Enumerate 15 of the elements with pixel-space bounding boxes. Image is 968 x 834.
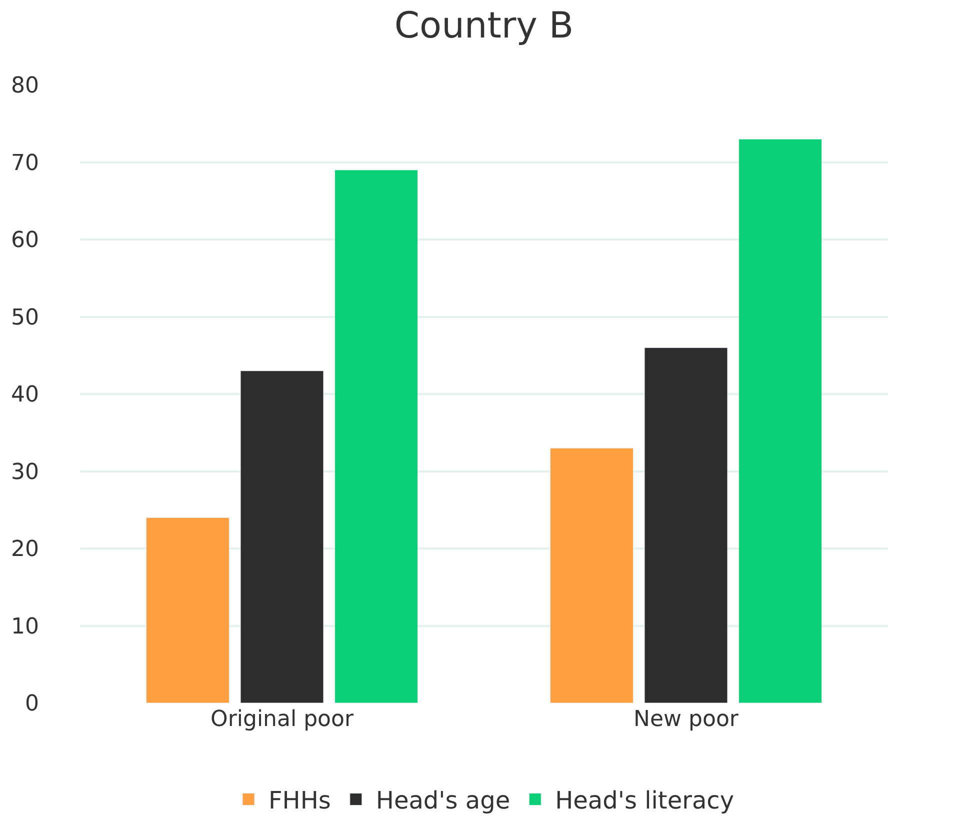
y-tick-label: 0 (25, 692, 39, 717)
y-tick-label: 60 (11, 228, 39, 254)
x-tick-label: New poor (634, 707, 740, 732)
x-tick-label: Original poor (210, 707, 354, 732)
legend-label: Head's literacy (555, 786, 734, 815)
legend-label: FHHs (268, 786, 331, 815)
y-tick-label: 10 (11, 614, 39, 640)
y-tick-label: 20 (11, 537, 39, 562)
y-tick-label: 40 (11, 382, 39, 408)
y-tick-label: 50 (11, 305, 39, 330)
chart-title: Country B (394, 6, 574, 47)
y-tick-label: 70 (11, 150, 39, 176)
legend-label: Head's age (376, 786, 510, 815)
y-tick-label: 30 (11, 460, 39, 485)
y-tick-label: 80 (11, 74, 39, 99)
